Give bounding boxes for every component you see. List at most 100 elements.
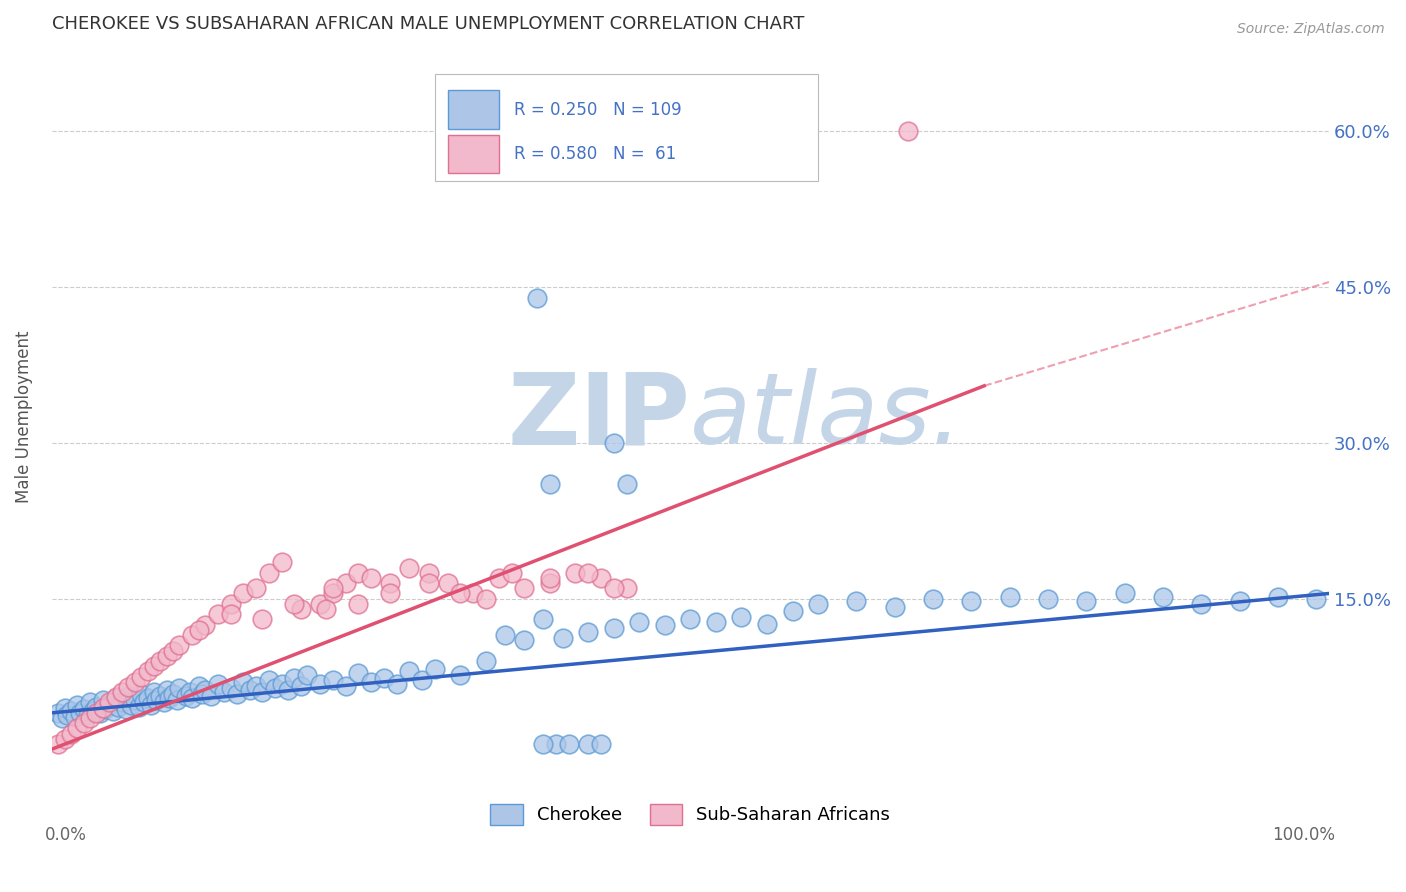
Point [82, 704, 104, 718]
Bar [447, 90, 499, 128]
Point [114, 702, 136, 716]
Point [360, 571, 382, 585]
Point [270, 677, 292, 691]
Point [315, 602, 337, 616]
Point [142, 659, 165, 673]
Point [411, 673, 433, 687]
Point [53, 731, 76, 746]
Point [538, 576, 561, 591]
Point [1267, 590, 1289, 604]
Point [117, 690, 139, 704]
Point [450, 668, 472, 682]
Point [576, 624, 599, 639]
Point [998, 590, 1021, 604]
Point [46, 737, 69, 751]
Bar [447, 135, 499, 173]
Point [162, 643, 184, 657]
Point [576, 737, 599, 751]
Point [513, 582, 536, 596]
Point [533, 612, 555, 626]
Point [98, 698, 121, 712]
Point [295, 668, 318, 682]
Point [373, 671, 395, 685]
Point [212, 685, 235, 699]
Point [418, 566, 440, 580]
Point [56, 708, 79, 723]
Point [153, 696, 176, 710]
Point [142, 685, 165, 699]
Point [616, 477, 638, 491]
Text: 100.0%: 100.0% [1272, 826, 1336, 844]
Point [91, 693, 114, 707]
Point [603, 582, 626, 596]
Point [290, 679, 312, 693]
Point [187, 623, 209, 637]
Point [59, 704, 82, 718]
Point [111, 685, 134, 699]
Point [309, 677, 332, 691]
Point [181, 691, 204, 706]
Point [347, 666, 370, 681]
Point [73, 702, 96, 716]
Point [53, 700, 76, 714]
Point [194, 617, 217, 632]
Point [129, 687, 152, 701]
Point [107, 699, 129, 714]
Point [145, 693, 167, 707]
Point [538, 477, 561, 491]
Point [347, 597, 370, 611]
Point [501, 566, 523, 580]
Point [436, 576, 458, 591]
Point [335, 679, 357, 693]
Point [169, 639, 191, 653]
Point [309, 597, 332, 611]
Point [450, 586, 472, 600]
Point [283, 597, 305, 611]
Point [104, 691, 127, 706]
Point [86, 706, 108, 720]
Point [232, 674, 254, 689]
Point [896, 124, 918, 138]
Point [219, 681, 242, 695]
Point [533, 737, 555, 751]
Point [277, 683, 299, 698]
Point [423, 662, 446, 676]
Point [174, 690, 197, 704]
Point [66, 698, 89, 712]
Point [149, 690, 172, 704]
Point [322, 582, 344, 596]
Point [132, 696, 155, 710]
Point [564, 566, 586, 580]
Point [124, 674, 146, 689]
Point [960, 593, 983, 607]
Point [200, 690, 222, 704]
Point [475, 591, 498, 606]
Point [252, 612, 274, 626]
Point [322, 586, 344, 600]
Point [283, 671, 305, 685]
Point [538, 571, 561, 585]
Point [603, 621, 626, 635]
Point [239, 683, 262, 698]
Point [628, 615, 651, 629]
Point [179, 685, 201, 699]
Point [219, 597, 242, 611]
Point [807, 597, 830, 611]
Point [76, 708, 98, 723]
Point [1229, 593, 1251, 607]
Point [558, 737, 581, 751]
Point [136, 691, 159, 706]
Point [245, 679, 267, 693]
Point [335, 576, 357, 591]
Point [463, 586, 485, 600]
Point [730, 610, 752, 624]
Point [66, 722, 89, 736]
Point [290, 602, 312, 616]
Point [257, 566, 280, 580]
Point [91, 700, 114, 714]
Point [162, 687, 184, 701]
Point [207, 677, 229, 691]
Point [418, 576, 440, 591]
Point [111, 696, 134, 710]
Point [603, 436, 626, 450]
